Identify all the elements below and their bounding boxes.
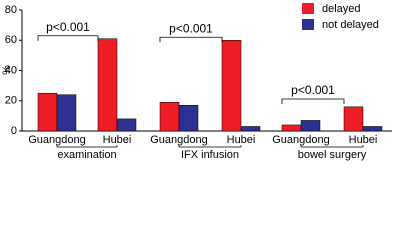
bar xyxy=(159,102,180,132)
bar xyxy=(221,40,242,132)
y-tick-label: 80 xyxy=(5,4,17,16)
significance-bracket xyxy=(37,35,99,41)
group-label: examination xyxy=(57,149,116,161)
x-tick-label: Guangdong xyxy=(150,134,208,146)
annotation: p<0.001 xyxy=(169,21,213,35)
x-tick-label: Guangdong xyxy=(28,134,86,146)
x-tick-label: Hubei xyxy=(227,134,256,146)
x-tick-label: Guangdong xyxy=(272,134,330,146)
y-tick-label: 40 xyxy=(5,64,17,76)
group-label: IFX infusion xyxy=(181,149,239,161)
bar xyxy=(362,126,383,132)
x-tick-label: Hubei xyxy=(349,134,378,146)
bar xyxy=(178,105,199,132)
bar xyxy=(97,38,118,132)
y-tick-label: 60 xyxy=(5,34,17,46)
group-bracket xyxy=(56,145,118,148)
significance-bracket xyxy=(159,36,223,43)
y-axis-label: % xyxy=(1,65,13,75)
group-bracket xyxy=(178,145,242,148)
bar xyxy=(281,124,302,132)
chart: % 0 20 40 60 80 Guangdong Hubei Guangdong Hubei G… xyxy=(1,3,392,161)
y-tick-label: 20 xyxy=(5,95,17,107)
bar xyxy=(37,92,58,132)
bar xyxy=(56,94,77,132)
group-label: bowel surgery xyxy=(298,149,367,161)
significance-bracket xyxy=(281,98,345,104)
legend-label: delayed xyxy=(322,3,361,15)
legend-swatch xyxy=(302,3,314,14)
bar xyxy=(343,106,364,132)
legend-label: not delayed xyxy=(322,19,379,31)
bar xyxy=(240,126,261,132)
annotation: p<0.001 xyxy=(291,83,335,97)
bar xyxy=(300,120,321,132)
annotation: p<0.001 xyxy=(46,20,90,34)
x-tick-label: Hubei xyxy=(103,134,132,146)
bar xyxy=(116,118,137,132)
y-tick-label: 0 xyxy=(11,125,17,137)
group-bracket xyxy=(300,145,364,148)
legend-swatch xyxy=(302,19,314,30)
